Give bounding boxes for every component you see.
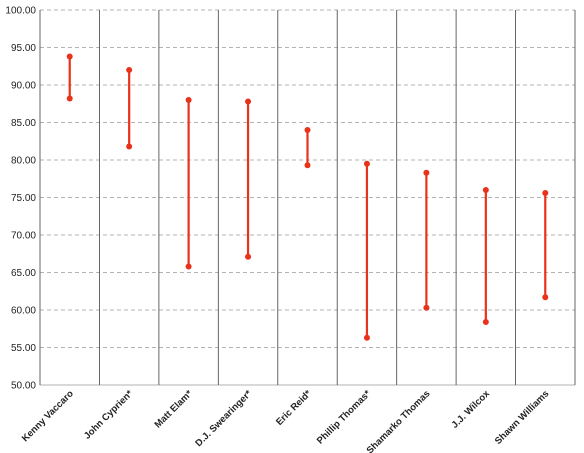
- y-tick-label: 55.00: [11, 343, 36, 354]
- high-point: [482, 187, 489, 193]
- y-tick-label: 60.00: [11, 306, 36, 317]
- y-tick-label: 50.00: [11, 381, 36, 392]
- x-axis-labels: Kenny Vaccaro John Cyprien* Matt Elam*D.J.…: [20, 388, 552, 453]
- high-point: [245, 98, 252, 105]
- category-label: J.J. Wilcox: [450, 388, 493, 431]
- low-point: [363, 334, 370, 341]
- high-point: [66, 53, 73, 60]
- y-tick-label: 85.00: [11, 118, 36, 129]
- high-point: [363, 160, 370, 167]
- high-point: [423, 169, 430, 176]
- y-tick-label: 80.00: [11, 156, 36, 167]
- low-point: [185, 263, 192, 270]
- high-point: [304, 127, 311, 133]
- low-point: [245, 253, 252, 260]
- high-point: [185, 97, 192, 103]
- category-label: John Cyprien*: [82, 388, 136, 442]
- category-label: D.J. Swearinger*: [193, 388, 254, 449]
- low-point: [423, 304, 430, 311]
- y-axis-ticks: 50.00 55.00 60.00 65.00 70.00 75.00 80.00 85.00…: [5, 6, 36, 392]
- y-tick-label: 95.00: [11, 43, 36, 54]
- high-point: [126, 67, 133, 73]
- range-series: [66, 53, 549, 341]
- y-tick-label: 100.00: [5, 6, 36, 17]
- category-label: Matt Elam*: [153, 388, 195, 430]
- y-tick-label: 75.00: [11, 193, 36, 204]
- category-label: Phillip Thomas*: [315, 388, 373, 446]
- category-label: Shamarko Thomas: [365, 388, 433, 453]
- category-separators: [39, 10, 576, 385]
- y-tick-label: 90.00: [11, 81, 36, 92]
- category-label: Eric Reid*: [274, 388, 314, 428]
- low-point: [304, 162, 311, 169]
- grid-lines: [40, 9, 575, 386]
- category-label: Kenny Vaccaro: [20, 388, 76, 444]
- low-point: [126, 143, 133, 150]
- category-label: Shawn Williams: [493, 388, 551, 446]
- y-tick-label: 70.00: [11, 231, 36, 242]
- low-point: [482, 319, 489, 325]
- y-tick-label: 65.00: [11, 268, 36, 279]
- low-point: [542, 294, 549, 301]
- low-point: [66, 95, 73, 102]
- high-point: [542, 190, 549, 196]
